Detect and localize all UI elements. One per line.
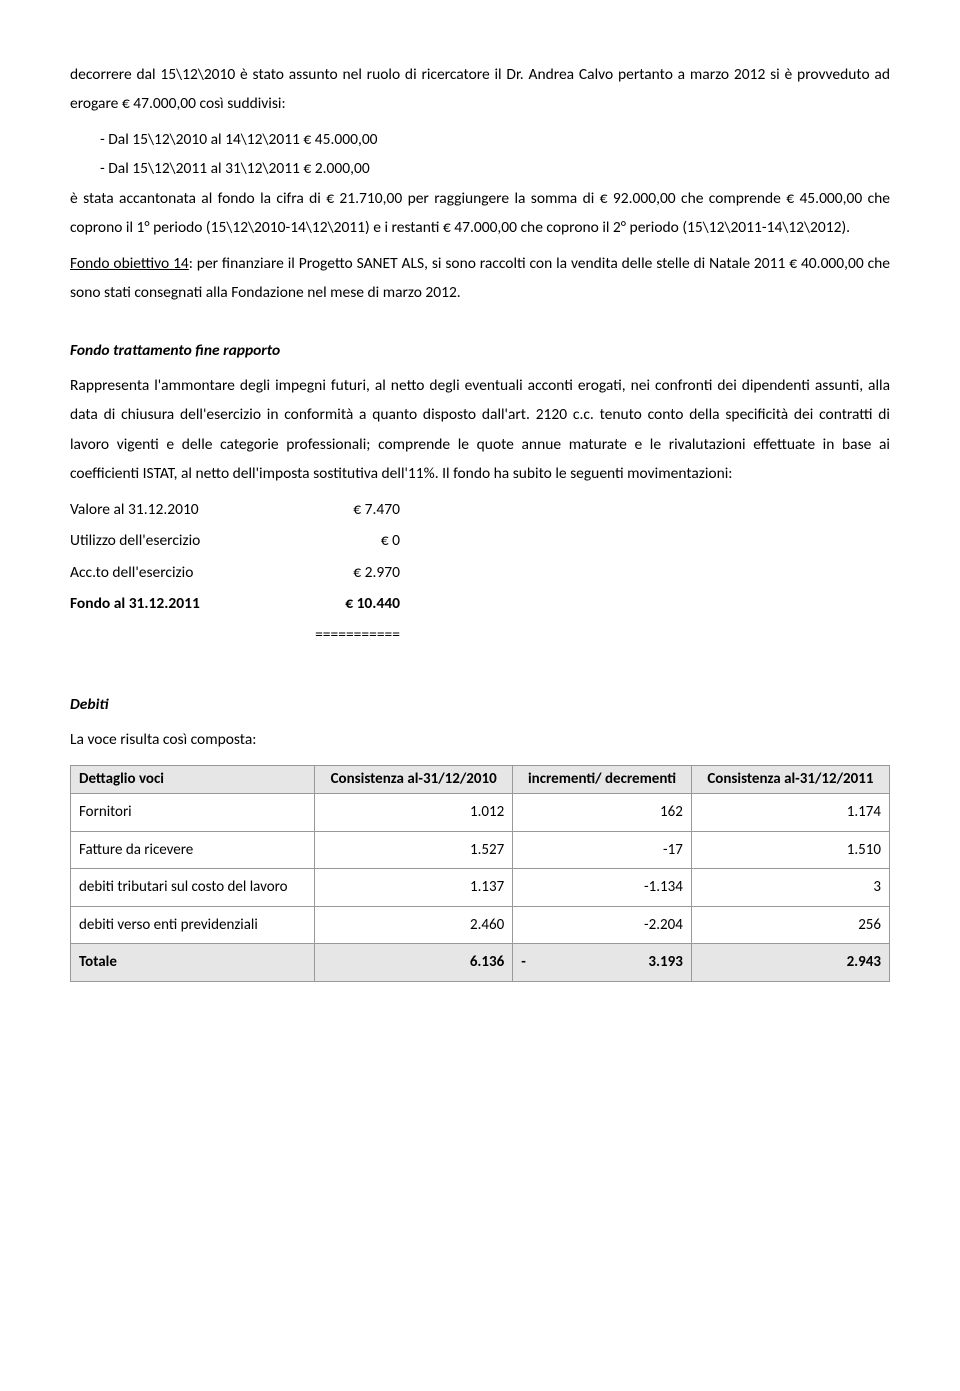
tfr-label: Valore al 31.12.2010 (70, 495, 280, 524)
col-header-incdec: incrementi/ decrementi (513, 765, 692, 794)
fondo14-text: : per finanziare il Progetto SANET ALS, … (70, 254, 890, 302)
cell-c1: 1.012 (315, 794, 513, 832)
debiti-intro: La voce risulta così composta: (70, 725, 890, 754)
cell-c3: 3 (691, 869, 889, 907)
tfr-row-total: Fondo al 31.12.2011 € 10.440 (70, 589, 890, 618)
tfr-value: € 10.440 (280, 589, 408, 618)
bullet-item-2: Dal 15\12\2011 al 31\12\2011 € 2.000,00 (100, 154, 890, 183)
debiti-title: Debiti (70, 690, 890, 719)
cell-c2: -2.204 (513, 906, 692, 944)
fondo14-label: Fondo obiettivo 14 (70, 254, 189, 273)
tfr-row: Utilizzo dell'esercizio € 0 (70, 526, 890, 555)
table-row: debiti verso enti previdenziali2.460-2.2… (71, 906, 890, 944)
cell-label: debiti verso enti previdenziali (71, 906, 315, 944)
cell-c1: 1.527 (315, 831, 513, 869)
cell-label: Fatture da ricevere (71, 831, 315, 869)
cell-c2: -1.134 (513, 869, 692, 907)
tfr-value: € 7.470 (280, 495, 408, 524)
tfr-label: Acc.to dell'esercizio (70, 558, 280, 587)
tfr-value: € 0 (280, 526, 408, 555)
bullet-list: Dal 15\12\2010 al 14\12\2011 € 45.000,00… (100, 125, 890, 184)
paragraph-fondo14: Fondo obiettivo 14: per finanziare il Pr… (70, 249, 890, 308)
cell-total-label: Totale (71, 944, 315, 982)
table-header-row: Dettaglio voci Consistenza al-31/12/2010… (71, 765, 890, 794)
tfr-title: Fondo trattamento fine rapporto (70, 336, 890, 365)
cell-total-c1: 6.136 (315, 944, 513, 982)
table-row-total: Totale6.136-3.1932.943 (71, 944, 890, 982)
cell-c3: 1.510 (691, 831, 889, 869)
paragraph-accantonamento: è stata accantonata al fondo la cifra di… (70, 184, 890, 243)
debiti-table: Dettaglio voci Consistenza al-31/12/2010… (70, 765, 890, 982)
tfr-value: € 2.970 (280, 558, 408, 587)
tfr-separator: =========== (280, 620, 408, 649)
bullet-item-1: Dal 15\12\2010 al 14\12\2011 € 45.000,00 (100, 125, 890, 154)
tfr-text: Rappresenta l'ammontare degli impegni fu… (70, 371, 890, 489)
table-row: Fornitori1.0121621.174 (71, 794, 890, 832)
tfr-label: Fondo al 31.12.2011 (70, 589, 280, 618)
table-row: debiti tributari sul costo del lavoro1.1… (71, 869, 890, 907)
cell-total-c3: 2.943 (691, 944, 889, 982)
cell-label: Fornitori (71, 794, 315, 832)
col-header-dettaglio: Dettaglio voci (71, 765, 315, 794)
tfr-label: Utilizzo dell'esercizio (70, 526, 280, 555)
cell-c1: 2.460 (315, 906, 513, 944)
cell-c2: -17 (513, 831, 692, 869)
cell-c1: 1.137 (315, 869, 513, 907)
col-header-cons2010: Consistenza al-31/12/2010 (315, 765, 513, 794)
cell-c3: 1.174 (691, 794, 889, 832)
table-row: Fatture da ricevere1.527-171.510 (71, 831, 890, 869)
cell-label: debiti tributari sul costo del lavoro (71, 869, 315, 907)
tfr-row: Acc.to dell'esercizio € 2.970 (70, 558, 890, 587)
cell-total-c2: -3.193 (513, 944, 692, 982)
paragraph-intro: decorrere dal 15\12\2010 è stato assunto… (70, 60, 890, 119)
cell-c2: 162 (513, 794, 692, 832)
tfr-block: Valore al 31.12.2010 € 7.470 Utilizzo de… (70, 495, 890, 650)
tfr-row: Valore al 31.12.2010 € 7.470 (70, 495, 890, 524)
col-header-cons2011: Consistenza al-31/12/2011 (691, 765, 889, 794)
cell-c3: 256 (691, 906, 889, 944)
